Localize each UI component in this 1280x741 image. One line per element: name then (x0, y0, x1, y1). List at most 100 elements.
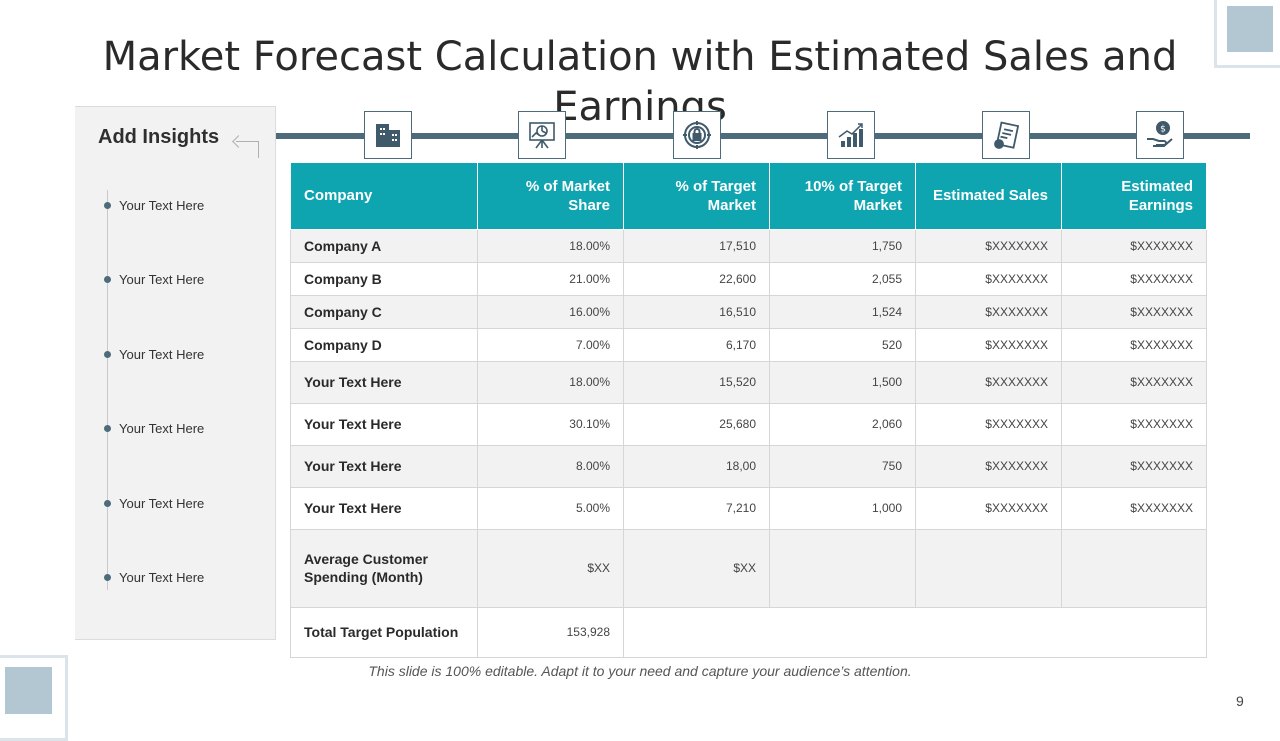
value-cell: 6,170 (623, 327, 770, 362)
average-spending-label: Average Customer Spending (Month) (290, 528, 478, 608)
value-cell: 1,524 (769, 294, 916, 329)
insight-text: Your Text Here (119, 420, 205, 436)
empty-cell (623, 606, 1207, 658)
icon-connector-bar (276, 133, 1250, 139)
value-cell: 7,210 (623, 486, 770, 530)
value-cell: 750 (769, 444, 916, 488)
column-header: Company (290, 163, 478, 230)
insight-item: Your Text Here (104, 495, 204, 511)
insight-item: Your Text Here (104, 271, 204, 287)
value-cell: $XXXXXXX (1061, 444, 1207, 488)
value-cell: 2,055 (769, 261, 916, 296)
insight-item: Your Text Here (104, 346, 204, 362)
value-cell: $XXXXXXX (1061, 360, 1207, 404)
money-hand-icon: $ (1136, 111, 1184, 159)
value-cell: 16.00% (477, 294, 624, 329)
value-cell: $XXXXXXX (915, 261, 1062, 296)
column-header: Estimated Earnings (1061, 163, 1207, 230)
corner-decoration-frame (1214, 0, 1280, 68)
column-header: % of Market Share (477, 163, 624, 230)
value-cell: $XXXXXXX (1061, 327, 1207, 362)
company-cell: Company B (290, 261, 478, 296)
insight-item: Your Text Here (104, 197, 204, 213)
company-cell: Your Text Here (290, 402, 478, 446)
building-icon (364, 111, 412, 159)
value-cell: $XX (477, 528, 624, 608)
footnote-text: This slide is 100% editable. Adapt it to… (368, 663, 912, 679)
company-cell: Your Text Here (290, 486, 478, 530)
insight-text: Your Text Here (119, 495, 205, 511)
value-cell: $XXXXXXX (915, 444, 1062, 488)
value-cell: 30.10% (477, 402, 624, 446)
forecast-table: Company % of Market Share % of Target Ma… (290, 163, 1207, 658)
arrow-connector (236, 141, 259, 158)
value-cell: 153,928 (477, 606, 624, 658)
empty-cell (769, 528, 916, 608)
value-cell: $XXXXXXX (1061, 294, 1207, 329)
svg-text:$: $ (1160, 125, 1166, 135)
timeline-line (107, 190, 108, 590)
table-row: Your Text Here 30.10% 25,680 2,060 $XXXX… (290, 402, 1207, 446)
company-cell: Your Text Here (290, 360, 478, 404)
table-row: Your Text Here 18.00% 15,520 1,500 $XXXX… (290, 360, 1207, 404)
value-cell: $XX (623, 528, 770, 608)
value-cell: 2,060 (769, 402, 916, 446)
value-cell: 1,500 (769, 360, 916, 404)
bullet-dot-icon (104, 201, 111, 209)
insight-text: Your Text Here (119, 569, 205, 585)
table-row: Your Text Here 8.00% 18,00 750 $XXXXXXX … (290, 444, 1207, 488)
bullet-dot-icon (104, 350, 111, 358)
bullet-dot-icon (104, 275, 111, 283)
value-cell: $XXXXXXX (915, 486, 1062, 530)
insights-panel (59, 106, 276, 640)
insights-heading: Add Insights (98, 126, 220, 148)
page-number: 9 (1236, 693, 1244, 709)
page-title: Market Forecast Calculation with Estimat… (102, 33, 1178, 130)
value-cell: $XXXXXXX (1061, 402, 1207, 446)
value-cell: 7.00% (477, 327, 624, 362)
company-cell: Company D (290, 327, 478, 362)
column-header: 10% of Target Market (769, 163, 916, 230)
table-row: Company C 16.00% 16,510 1,524 $XXXXXXX $… (290, 294, 1207, 329)
bullet-dot-icon (104, 573, 111, 581)
company-cell: Your Text Here (290, 444, 478, 488)
insight-text: Your Text Here (119, 197, 205, 213)
growth-chart-icon (827, 111, 875, 159)
value-cell: $XXXXXXX (915, 402, 1062, 446)
presentation-chart-icon (518, 111, 566, 159)
table-row: Company D 7.00% 6,170 520 $XXXXXXX $XXXX… (290, 327, 1207, 362)
panel-edge (59, 106, 75, 640)
insight-text: Your Text Here (119, 271, 205, 287)
table-row: Your Text Here 5.00% 7,210 1,000 $XXXXXX… (290, 486, 1207, 530)
table-row: Company A 18.00% 17,510 1,750 $XXXXXXX $… (290, 228, 1207, 263)
value-cell: 1,750 (769, 228, 916, 263)
panel-fold (59, 106, 75, 128)
footnote: This slide is 100% editable. Adapt it to… (0, 663, 1280, 679)
total-population-row: Total Target Population 153,928 (290, 606, 1207, 658)
value-cell: 18.00% (477, 360, 624, 404)
company-cell: Company C (290, 294, 478, 329)
insight-item: Your Text Here (104, 420, 204, 436)
table-row: Company B 21.00% 22,600 2,055 $XXXXXXX $… (290, 261, 1207, 296)
value-cell: $XXXXXXX (1061, 261, 1207, 296)
total-population-label: Total Target Population (290, 606, 478, 658)
value-cell: $XXXXXXX (915, 360, 1062, 404)
value-cell: 18,00 (623, 444, 770, 488)
insight-item: Your Text Here (104, 569, 204, 585)
empty-cell (915, 528, 1062, 608)
column-header: Estimated Sales (915, 163, 1062, 230)
value-cell: 25,680 (623, 402, 770, 446)
value-cell: $XXXXXXX (1061, 486, 1207, 530)
value-cell: 1,000 (769, 486, 916, 530)
corner-decoration-square (5, 667, 52, 714)
bullet-dot-icon (104, 499, 111, 507)
empty-cell (1061, 528, 1207, 608)
document-checklist-icon (982, 111, 1030, 159)
value-cell: 520 (769, 327, 916, 362)
value-cell: $XXXXXXX (915, 327, 1062, 362)
target-lock-icon (673, 111, 721, 159)
insight-text: Your Text Here (119, 346, 205, 362)
value-cell: 22,600 (623, 261, 770, 296)
value-cell: $XXXXXXX (915, 294, 1062, 329)
average-spending-row: Average Customer Spending (Month) $XX $X… (290, 528, 1207, 608)
